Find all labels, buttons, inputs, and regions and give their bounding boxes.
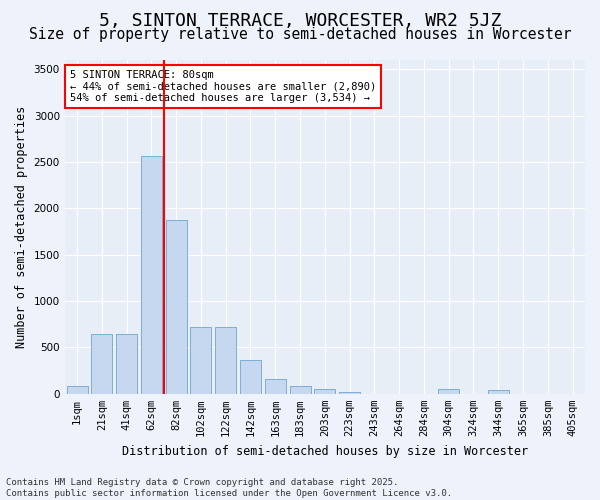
Bar <box>339 392 360 394</box>
Bar <box>166 220 187 394</box>
Bar <box>215 327 236 394</box>
Text: 5 SINTON TERRACE: 80sqm
← 44% of semi-detached houses are smaller (2,890)
54% of: 5 SINTON TERRACE: 80sqm ← 44% of semi-de… <box>70 70 376 103</box>
Bar <box>438 389 459 394</box>
Text: Contains HM Land Registry data © Crown copyright and database right 2025.
Contai: Contains HM Land Registry data © Crown c… <box>6 478 452 498</box>
Bar <box>116 334 137 394</box>
Bar <box>488 390 509 394</box>
Bar <box>265 379 286 394</box>
Bar <box>91 334 112 394</box>
Bar <box>240 360 261 394</box>
Y-axis label: Number of semi-detached properties: Number of semi-detached properties <box>15 106 28 348</box>
Bar <box>190 327 211 394</box>
Text: 5, SINTON TERRACE, WORCESTER, WR2 5JZ: 5, SINTON TERRACE, WORCESTER, WR2 5JZ <box>99 12 501 30</box>
Bar <box>141 156 162 394</box>
Bar <box>290 386 311 394</box>
Bar <box>314 389 335 394</box>
Bar <box>67 386 88 394</box>
X-axis label: Distribution of semi-detached houses by size in Worcester: Distribution of semi-detached houses by … <box>122 444 528 458</box>
Text: Size of property relative to semi-detached houses in Worcester: Size of property relative to semi-detach… <box>29 28 571 42</box>
